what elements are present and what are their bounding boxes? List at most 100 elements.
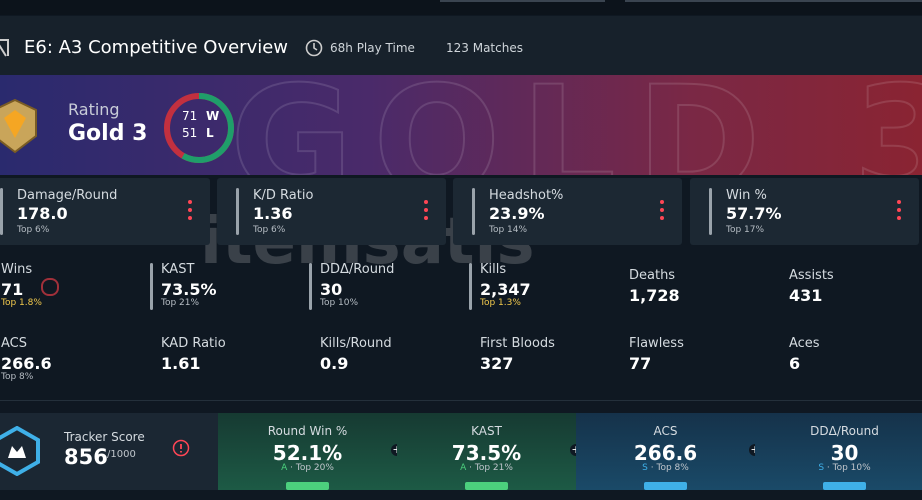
item-label: Round Win % (267, 424, 348, 438)
grade: A (281, 463, 288, 473)
card-bar (709, 188, 712, 235)
tracker-score: 856 (64, 445, 108, 469)
menu-dot (188, 216, 192, 220)
menu-dot (188, 208, 192, 212)
menu-dot (424, 208, 428, 212)
stat-bar (309, 263, 312, 310)
l: L (206, 126, 214, 140)
tracker-item: KAST 73.5% A · Top 21% (397, 413, 576, 490)
menu-dot (424, 216, 428, 220)
stat-label: Flawless (629, 336, 684, 351)
grade: S (642, 463, 648, 473)
grade-bar (465, 482, 508, 490)
stat-top: Top 8% (1, 372, 34, 382)
info-icon[interactable] (172, 439, 190, 457)
stat-value: 2,347 (480, 280, 531, 299)
menu-dot (897, 200, 901, 204)
stat-label: Kills (480, 262, 507, 277)
menu-dot (660, 200, 664, 204)
clock-icon (305, 39, 323, 57)
stat-top: Top 10% (320, 298, 359, 308)
play-time: 68h Play Time (330, 41, 415, 55)
item-sub: S · Top 10% (755, 463, 922, 473)
stat-value: 0.9 (320, 354, 349, 373)
tracker-label: Tracker Score (64, 430, 145, 444)
win-loss-ring (164, 93, 234, 163)
wins: 71 (182, 109, 198, 123)
losses: 51 (182, 126, 198, 140)
item-label: DDΔ/Round (810, 424, 879, 438)
tracker-max: /1000 (107, 449, 136, 460)
menu-dot (660, 216, 664, 220)
menu-dot (188, 200, 192, 204)
rating-banner: Gold 3 (0, 75, 922, 175)
stat-label: KAD Ratio (161, 336, 226, 351)
card-value: 57.7% (726, 204, 782, 223)
stat-value: 431 (789, 286, 823, 305)
card-top: Top 6% (253, 225, 286, 235)
divider (0, 400, 922, 401)
stat-value: 1,728 (629, 286, 680, 305)
stat-label: First Bloods (480, 336, 555, 351)
grade: S (818, 463, 825, 473)
item-top: · Top 21% (469, 463, 513, 473)
grade: A (460, 463, 467, 473)
rank: Gold 3 (68, 121, 148, 146)
grade-bar (286, 482, 329, 490)
stat-label: Wins (1, 262, 33, 277)
ring-arc (164, 93, 234, 163)
card-label: Win % (726, 188, 767, 203)
stat-value: 327 (480, 354, 514, 373)
icon (0, 39, 9, 57)
card-label: Damage/Round (17, 188, 118, 203)
stat-value: 77 (629, 354, 652, 373)
top-strip (0, 0, 922, 15)
title: E6: A3 Competitive Overview (24, 37, 289, 58)
card-value: 23.9% (489, 204, 545, 223)
card-label: K/D Ratio (253, 188, 314, 203)
item-value: 30 (830, 441, 859, 465)
item-top: · Top 10% (826, 463, 871, 473)
tracker-icon (0, 426, 40, 476)
w: W (206, 109, 220, 123)
menu-dot (897, 216, 901, 220)
rank-badge (0, 98, 37, 154)
stat-value: 73.5% (161, 280, 217, 299)
grade-bar (823, 482, 866, 490)
stat-bar (469, 263, 472, 310)
card-bar (472, 188, 475, 235)
stat-label: Deaths (629, 268, 676, 283)
stat-label: KAST (161, 262, 195, 277)
header (0, 16, 922, 75)
stat-top: Top 1.3% (480, 298, 521, 308)
tab-line (440, 0, 605, 2)
item-sub: S · Top 8% (576, 463, 755, 473)
card-value: 178.0 (17, 204, 68, 223)
stat-card: Win % 57.7% Top 17% (690, 178, 919, 245)
card-bar (236, 188, 239, 235)
stat-label: Kills/Round (320, 336, 392, 351)
stat-top: Top 1.8% (1, 298, 42, 308)
tab-line (625, 0, 922, 2)
stat-top: Top 21% (161, 298, 200, 308)
tracker-item: Round Win % 52.1% A · Top 20% (218, 413, 397, 490)
card-top: Top 14% (489, 225, 528, 235)
item-label: KAST (471, 424, 502, 438)
menu-dot (424, 200, 428, 204)
rank-watermark: Gold 3 (229, 75, 922, 175)
rating-label: Rating (68, 100, 120, 119)
stat-label: Aces (789, 336, 820, 351)
tracker-item: DDΔ/Round 30 S · Top 10% (755, 413, 922, 490)
item-value: 266.6 (633, 441, 698, 465)
grade-bar (644, 482, 687, 490)
item-sub: A · Top 21% (397, 463, 576, 473)
matches: 123 Matches (446, 41, 523, 55)
card-top: Top 6% (17, 225, 50, 235)
stat-value: 71 (1, 280, 24, 299)
card-top: Top 17% (726, 225, 765, 235)
wins-circle (41, 278, 59, 296)
stat-bar (150, 263, 153, 310)
card-value: 1.36 (253, 204, 293, 223)
card-bar (0, 188, 3, 235)
